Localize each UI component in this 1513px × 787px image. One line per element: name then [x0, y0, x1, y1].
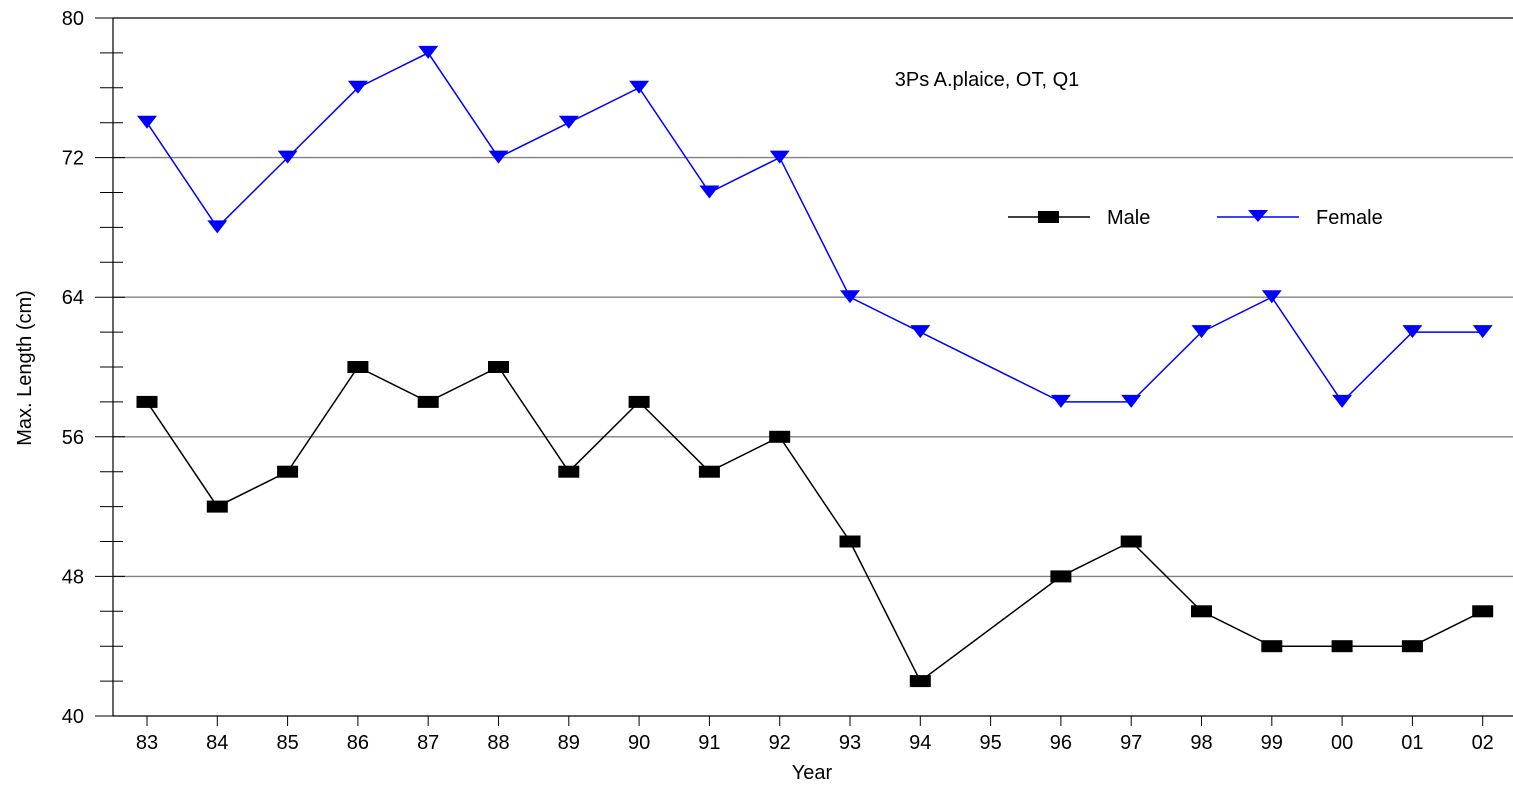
data-point-female: [1050, 394, 1071, 408]
x-tick-label: 87: [417, 732, 439, 754]
series-line-male: [146, 366, 1484, 683]
legend-marker-female: [1248, 210, 1268, 222]
data-point-female: [1261, 290, 1282, 304]
y-tick-label: 40: [62, 706, 84, 728]
y-tick-label: 72: [62, 148, 84, 170]
x-tick-label: 94: [909, 732, 931, 754]
data-point-male: [1261, 640, 1283, 653]
data-point-female: [207, 220, 228, 234]
y-tick-label: 48: [62, 566, 84, 588]
y-tick-label: 80: [62, 8, 84, 30]
chart-title: 3Ps A.plaice, OT, Q1: [895, 69, 1080, 91]
x-tick-label: 01: [1401, 732, 1423, 754]
x-tick-label: 88: [487, 732, 509, 754]
data-point-male: [1050, 570, 1072, 583]
data-point-female: [488, 150, 509, 164]
data-point-female: [1121, 394, 1142, 408]
data-point-male: [488, 361, 509, 373]
legend: Male Female: [1008, 207, 1383, 229]
x-tick-label: 95: [979, 732, 1001, 754]
data-point-female: [347, 80, 368, 94]
y-tick-label: 56: [62, 427, 84, 449]
data-point-male: [769, 430, 791, 443]
data-point-female: [699, 185, 720, 199]
x-tick-label: 85: [276, 732, 298, 754]
y-tick-label: 64: [62, 287, 84, 309]
data-point-female: [910, 325, 931, 339]
x-tick-label: 97: [1120, 732, 1142, 754]
legend-label-male: Male: [1107, 207, 1150, 229]
x-tick-label: 83: [136, 732, 158, 754]
data-point-female: [137, 115, 157, 129]
x-tick-label: 93: [839, 732, 861, 754]
data-point-female: [1402, 325, 1423, 339]
data-point-male: [1472, 605, 1494, 618]
data-point-female: [1332, 394, 1353, 408]
x-tick-label: 99: [1261, 732, 1283, 754]
data-point-male: [909, 675, 931, 688]
data-point-female: [629, 80, 650, 94]
data-point-male: [1331, 640, 1353, 653]
data-point-male: [417, 395, 439, 408]
legend-item-male: Male: [1008, 207, 1150, 229]
x-tick-label: 92: [769, 732, 791, 754]
x-tick-label: 96: [1050, 732, 1072, 754]
x-tick-label: 86: [347, 732, 369, 754]
x-tick-label: 84: [206, 732, 228, 754]
x-tick-label: 89: [558, 732, 580, 754]
x-tick-label: 98: [1190, 732, 1212, 754]
data-point-female: [1191, 325, 1212, 339]
data-point-male: [206, 500, 228, 513]
x-tick-label: 02: [1472, 732, 1494, 754]
data-point-female: [840, 290, 860, 304]
y-axis-label: Max. Length (cm): [14, 290, 36, 446]
y-axis-ticks: 40 48 56 64 72 80: [62, 8, 125, 728]
data-point-male: [558, 465, 580, 478]
x-tick-label: 90: [628, 732, 650, 754]
data-point-male: [1120, 535, 1142, 548]
gridlines: [113, 17, 1513, 578]
data-point-female: [1472, 325, 1493, 339]
data-point-male: [839, 535, 861, 548]
x-axis-label: Year: [792, 762, 833, 784]
data-point-male: [277, 465, 299, 478]
series-line-female: [146, 51, 1483, 404]
legend-marker-male: [1038, 211, 1059, 223]
series-female: [137, 45, 1493, 408]
legend-item-female: Female: [1217, 207, 1383, 229]
series-layer: [136, 45, 1494, 688]
data-point-male: [347, 361, 369, 373]
x-axis-ticks: 83 84 85 86 87 88 89 90 91 92 93 94 95 96 97 98 99 00 01 02: [136, 716, 1494, 754]
data-point-male: [698, 465, 720, 478]
data-point-female: [418, 45, 439, 59]
data-point-female: [558, 115, 579, 129]
x-tick-label: 91: [698, 732, 720, 754]
data-point-male: [628, 395, 650, 408]
data-point-male: [1401, 640, 1423, 653]
data-point-male: [136, 395, 158, 408]
legend-label-female: Female: [1316, 207, 1383, 229]
series-male: [136, 361, 1494, 688]
data-point-female: [277, 150, 298, 164]
data-point-female: [769, 150, 790, 164]
data-point-male: [1191, 605, 1212, 618]
x-tick-label: 00: [1331, 732, 1353, 754]
